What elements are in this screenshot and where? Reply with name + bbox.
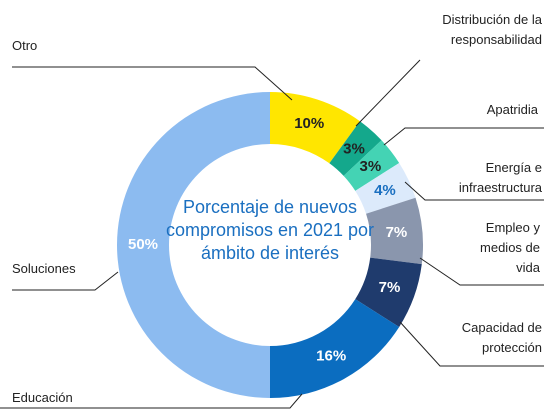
value-label: 7% bbox=[386, 224, 408, 241]
leader-line bbox=[0, 393, 303, 409]
leader-line bbox=[355, 59, 421, 127]
leader-line bbox=[399, 321, 544, 367]
donut-segment bbox=[366, 197, 424, 265]
value-label: 7% bbox=[379, 279, 401, 296]
category-label: Distribución de la responsabilidad bbox=[442, 12, 542, 47]
leader-line bbox=[404, 181, 544, 201]
category-label: Educación bbox=[12, 390, 73, 405]
donut-segment bbox=[355, 163, 416, 214]
donut-segment bbox=[270, 299, 400, 398]
category-label: Energía e infraestructura bbox=[458, 160, 542, 195]
value-label: 10% bbox=[294, 115, 324, 132]
leader-lines bbox=[0, 59, 544, 409]
category-label: Soluciones bbox=[12, 261, 76, 276]
category-label: Apatridia bbox=[486, 102, 538, 117]
value-label: 50% bbox=[128, 236, 158, 253]
value-label: 3% bbox=[360, 158, 382, 175]
category-label: Otro bbox=[12, 38, 38, 53]
chart-title: Porcentaje de nuevos compromisos en 2021… bbox=[165, 197, 375, 263]
value-label: 4% bbox=[374, 182, 396, 199]
donut-segment bbox=[355, 257, 422, 327]
leader-line bbox=[383, 127, 544, 146]
value-label: 16% bbox=[316, 347, 346, 364]
category-label: Capacidad de protección bbox=[461, 320, 542, 355]
leader-line bbox=[419, 257, 544, 286]
leader-line bbox=[12, 66, 293, 101]
value-label: 3% bbox=[343, 141, 365, 158]
category-label: Empleo y medios de vida bbox=[480, 220, 540, 275]
leader-line bbox=[12, 271, 119, 291]
donut-segment bbox=[117, 92, 270, 398]
donut-segment bbox=[329, 121, 382, 176]
donut-segment bbox=[343, 140, 400, 191]
donut-segment bbox=[270, 92, 360, 164]
